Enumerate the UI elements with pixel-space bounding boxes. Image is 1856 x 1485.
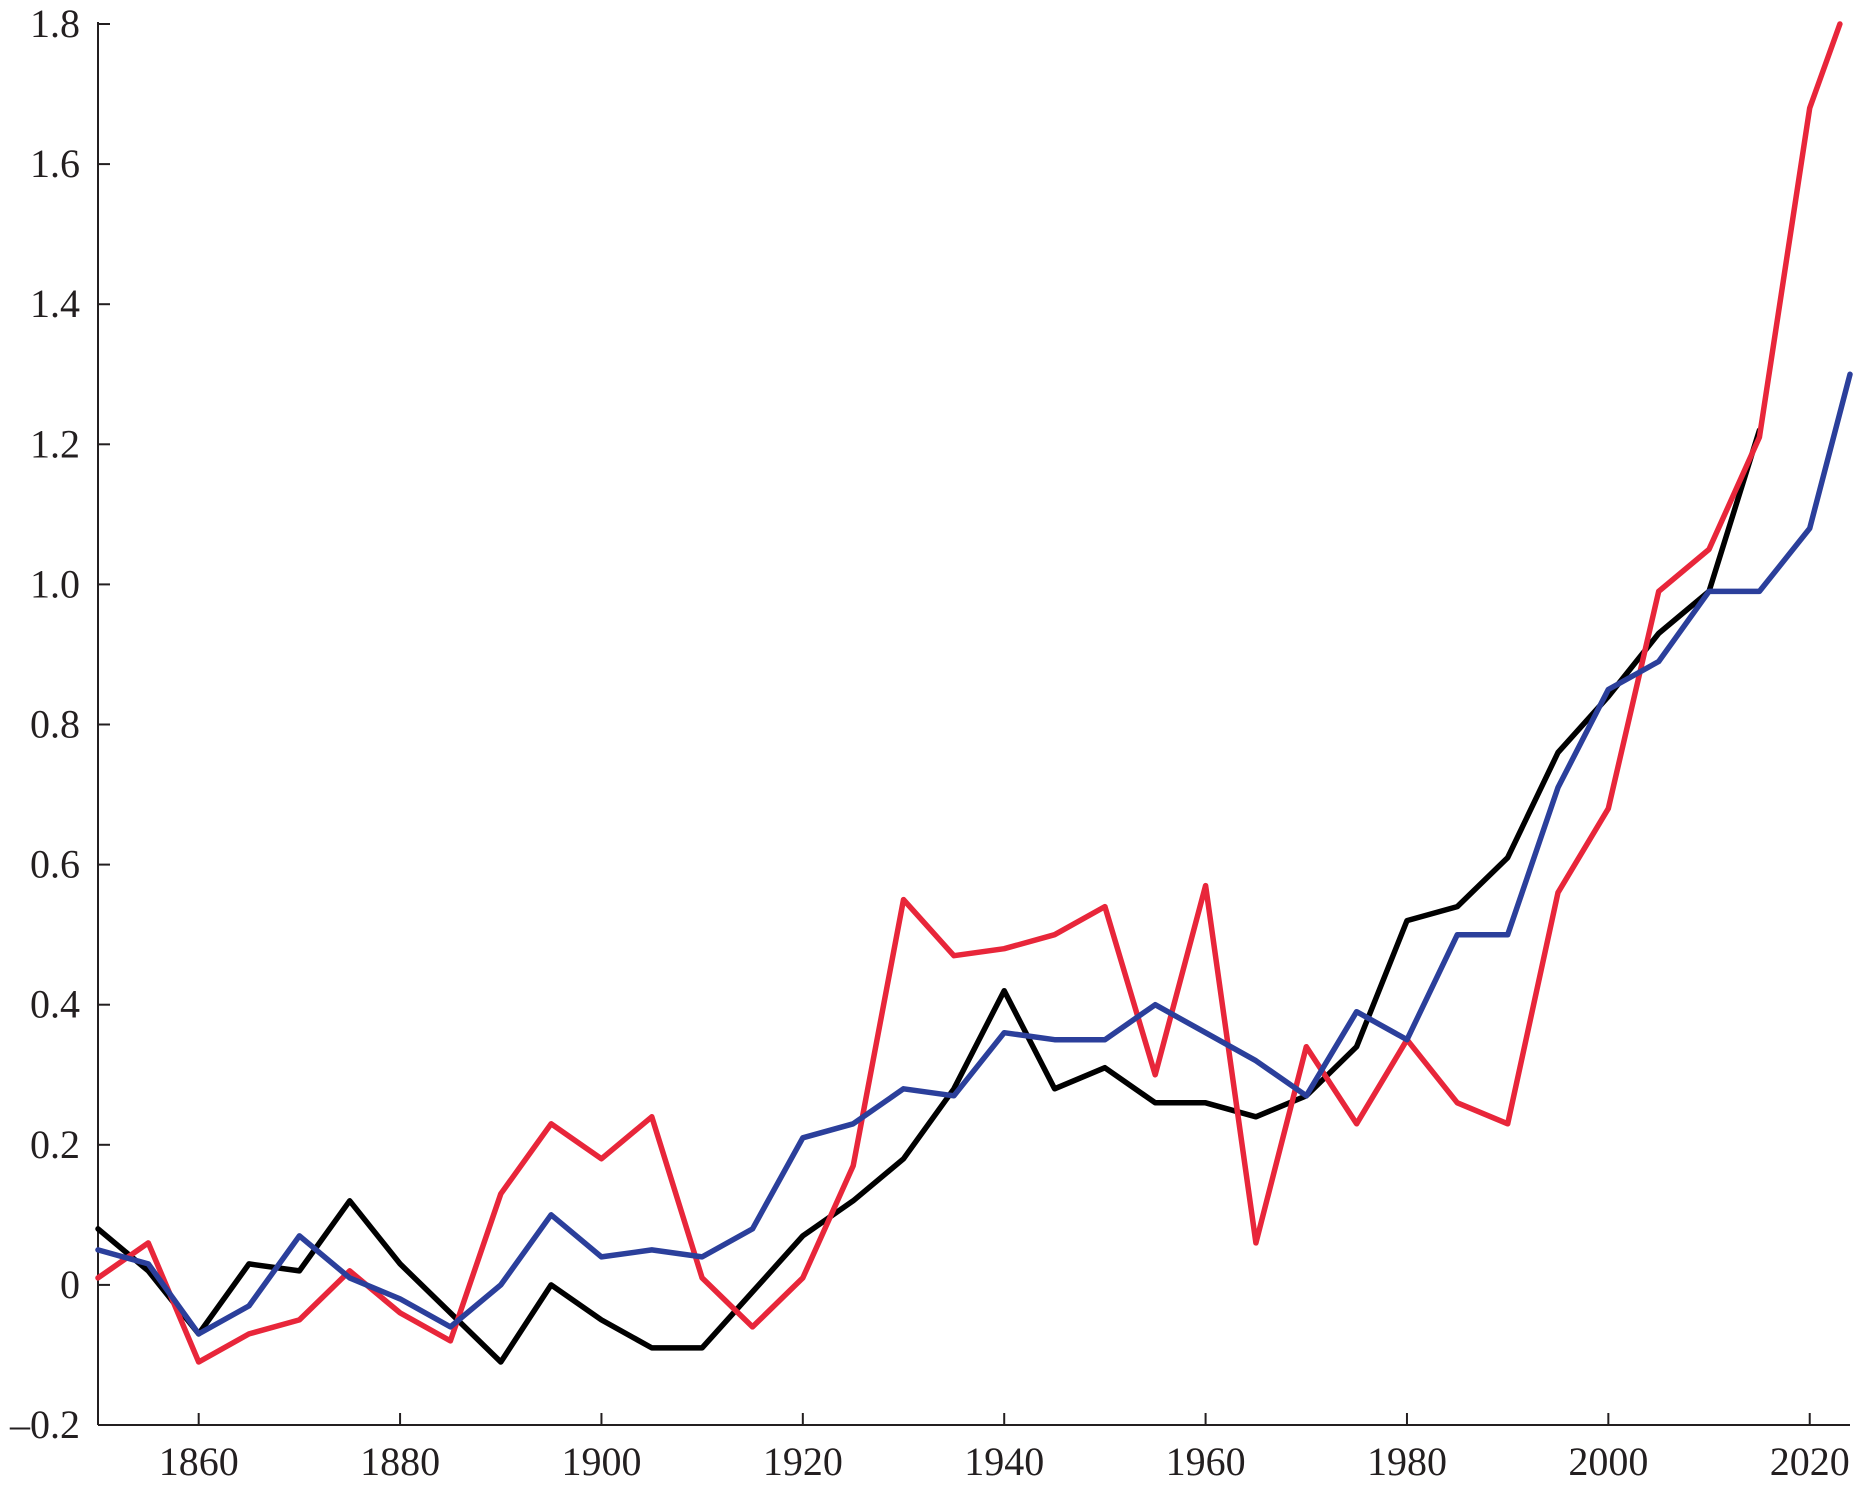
y-tick-label: 1.4 <box>30 281 80 326</box>
y-tick-label: 0.8 <box>30 702 80 747</box>
y-axis: –0.2 0 0.2 0.4 0.6 0.8 1.0 1.2 1.4 1.6 1.8 <box>9 1 110 1447</box>
y-tick-label: 1.8 <box>30 1 80 46</box>
x-tick-label: 1920 <box>763 1439 843 1484</box>
series-line-1 <box>95 427 1763 1365</box>
x-tick-label: 1980 <box>1367 1439 1447 1484</box>
x-tick-label: 2000 <box>1568 1439 1648 1484</box>
x-tick-label: 2020 <box>1770 1439 1850 1484</box>
x-tick-label: 1940 <box>964 1439 1044 1484</box>
series-line-3 <box>95 371 1853 1337</box>
x-axis: 1860 1880 1900 1920 1940 1960 1980 2000 2020 <box>98 1413 1850 1484</box>
y-tick-label: –0.2 <box>9 1402 80 1447</box>
y-tick-label: 0 <box>60 1262 80 1307</box>
x-tick-label: 1880 <box>360 1439 440 1484</box>
x-tick-label: 1860 <box>159 1439 239 1484</box>
plot-series <box>95 21 1853 1365</box>
series-line-2 <box>95 21 1843 1365</box>
y-tick-label: 0.4 <box>30 982 80 1027</box>
y-tick-label: 1.2 <box>30 421 80 466</box>
y-tick-label: 0.6 <box>30 842 80 887</box>
y-tick-label: 1.0 <box>30 561 80 606</box>
y-tick-label: 0.2 <box>30 1122 80 1167</box>
y-tick-label: 1.6 <box>30 141 80 186</box>
x-tick-label: 1900 <box>561 1439 641 1484</box>
x-tick-label: 1960 <box>1166 1439 1246 1484</box>
